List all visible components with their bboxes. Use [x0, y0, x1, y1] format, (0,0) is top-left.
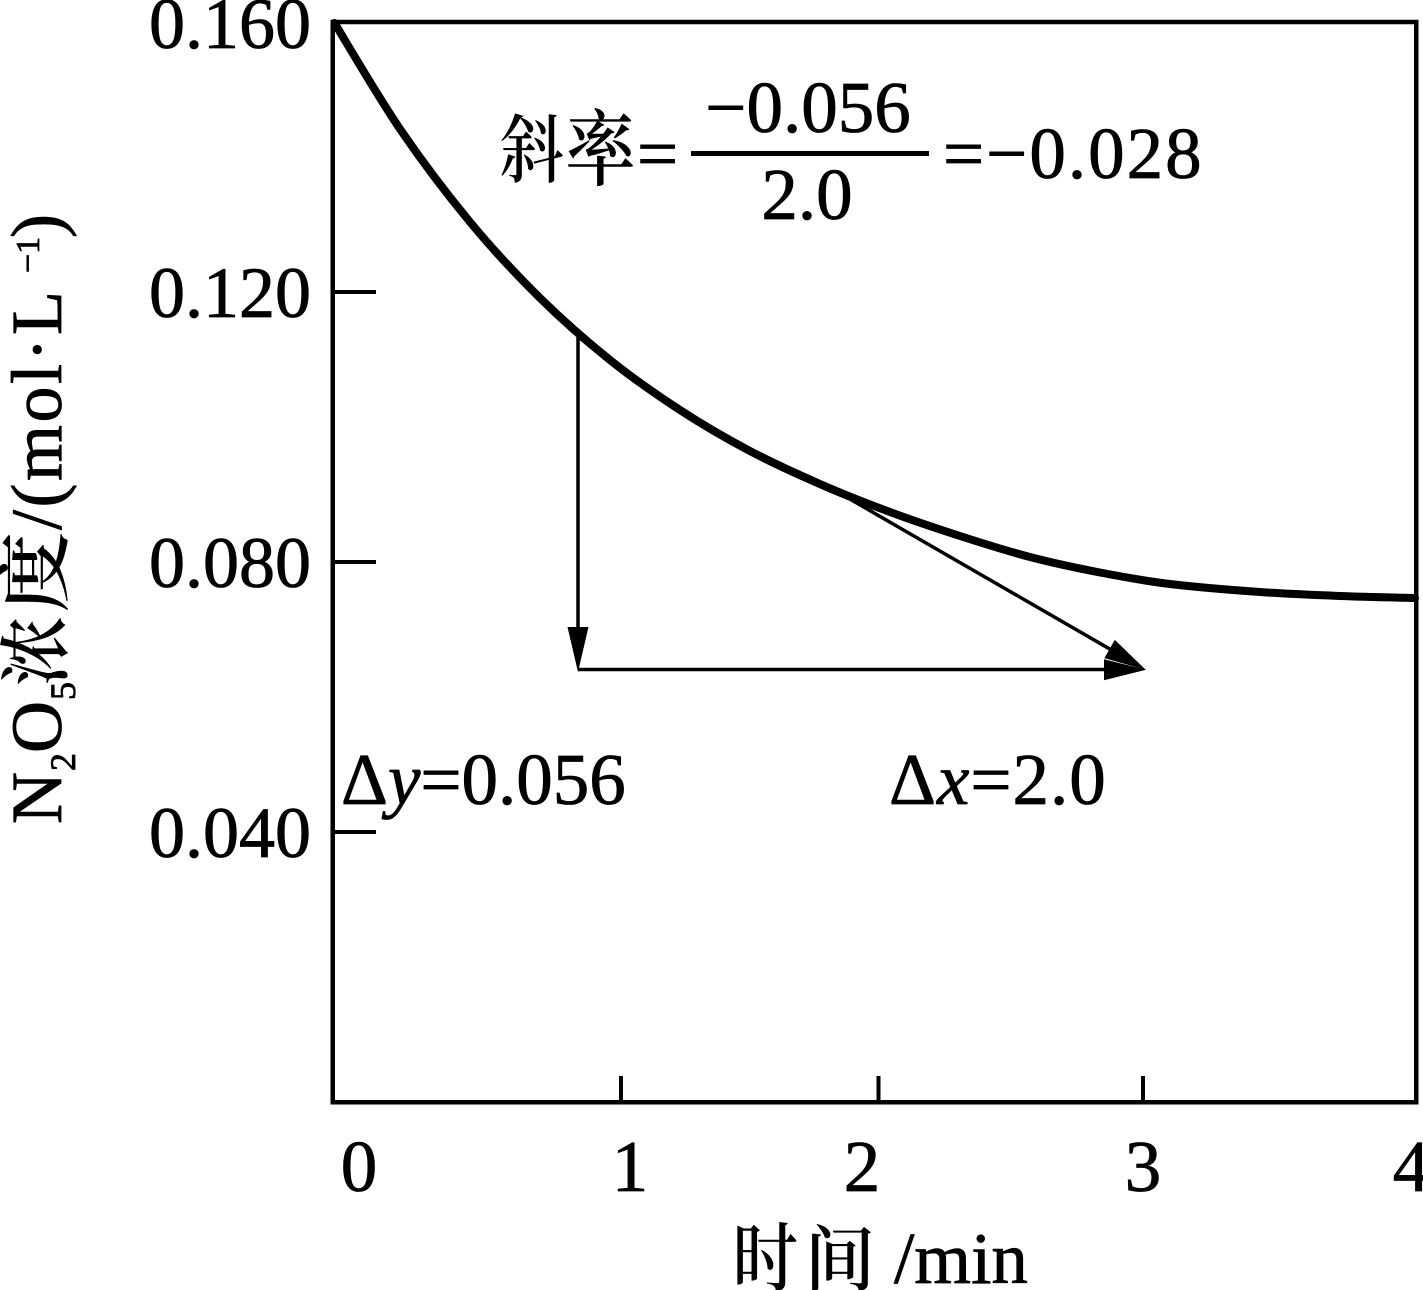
svg-text:0: 0 — [341, 1126, 378, 1207]
svg-text:N: N — [0, 772, 77, 824]
svg-text:0.080: 0.080 — [149, 523, 311, 603]
svg-text:Δy=0.056: Δy=0.056 — [341, 739, 626, 820]
svg-text:O: O — [0, 701, 77, 753]
svg-text:/min: /min — [894, 1218, 1028, 1290]
svg-text:0.040: 0.040 — [149, 793, 311, 873]
svg-text:2: 2 — [43, 753, 83, 771]
svg-text:Δx=2.0: Δx=2.0 — [889, 739, 1107, 820]
svg-text:−0.056: −0.056 — [705, 67, 910, 148]
svg-text:2: 2 — [844, 1126, 881, 1207]
svg-text:4: 4 — [1393, 1126, 1423, 1207]
svg-text:2.0: 2.0 — [761, 154, 852, 235]
svg-text:=−0.028: =−0.028 — [943, 113, 1204, 194]
svg-text:1: 1 — [612, 1126, 649, 1207]
svg-text:=: = — [637, 113, 678, 194]
svg-text:5: 5 — [43, 682, 83, 700]
svg-text:0.120: 0.120 — [149, 253, 311, 333]
svg-text:3: 3 — [1125, 1126, 1162, 1207]
svg-text:/(mol·L: /(mol·L — [0, 289, 77, 530]
svg-text:0.160: 0.160 — [149, 0, 311, 64]
svg-text:): ) — [0, 214, 77, 238]
svg-text:−1: −1 — [10, 237, 47, 273]
